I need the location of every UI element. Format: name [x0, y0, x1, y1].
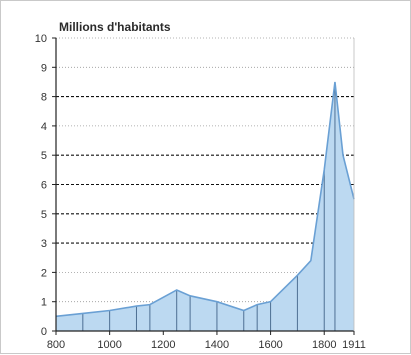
y-tick-label-9: 9 [41, 62, 47, 74]
y-tick-label-10: 10 [35, 33, 47, 45]
x-tick-label-1911: 1911 [342, 339, 366, 351]
x-tick-label-1400: 1400 [205, 339, 229, 351]
y-tick-label-8: 8 [41, 92, 47, 104]
y-tick-label-5: 6 [41, 180, 47, 192]
y-tick-label-2: 2 [41, 267, 47, 279]
x-tick-label-800: 800 [47, 339, 65, 351]
y-tick-label-3: 3 [41, 238, 47, 250]
x-tick-label-1600: 1600 [258, 339, 282, 351]
x-tick-label-1200: 1200 [151, 339, 175, 351]
y-tick-label-6: 5 [41, 150, 47, 162]
y-tick-label-0: 0 [41, 326, 47, 338]
area-outline [55, 81, 355, 318]
y-tick-label-4: 5 [41, 209, 47, 221]
y-tick-label-1: 1 [41, 297, 47, 309]
y-tick-label-7: 4 [41, 121, 47, 133]
x-tick-label-1000: 1000 [97, 339, 121, 351]
y-axis-label: Millions d'habitants [59, 20, 171, 34]
x-tick-label-1800: 1800 [312, 339, 336, 351]
